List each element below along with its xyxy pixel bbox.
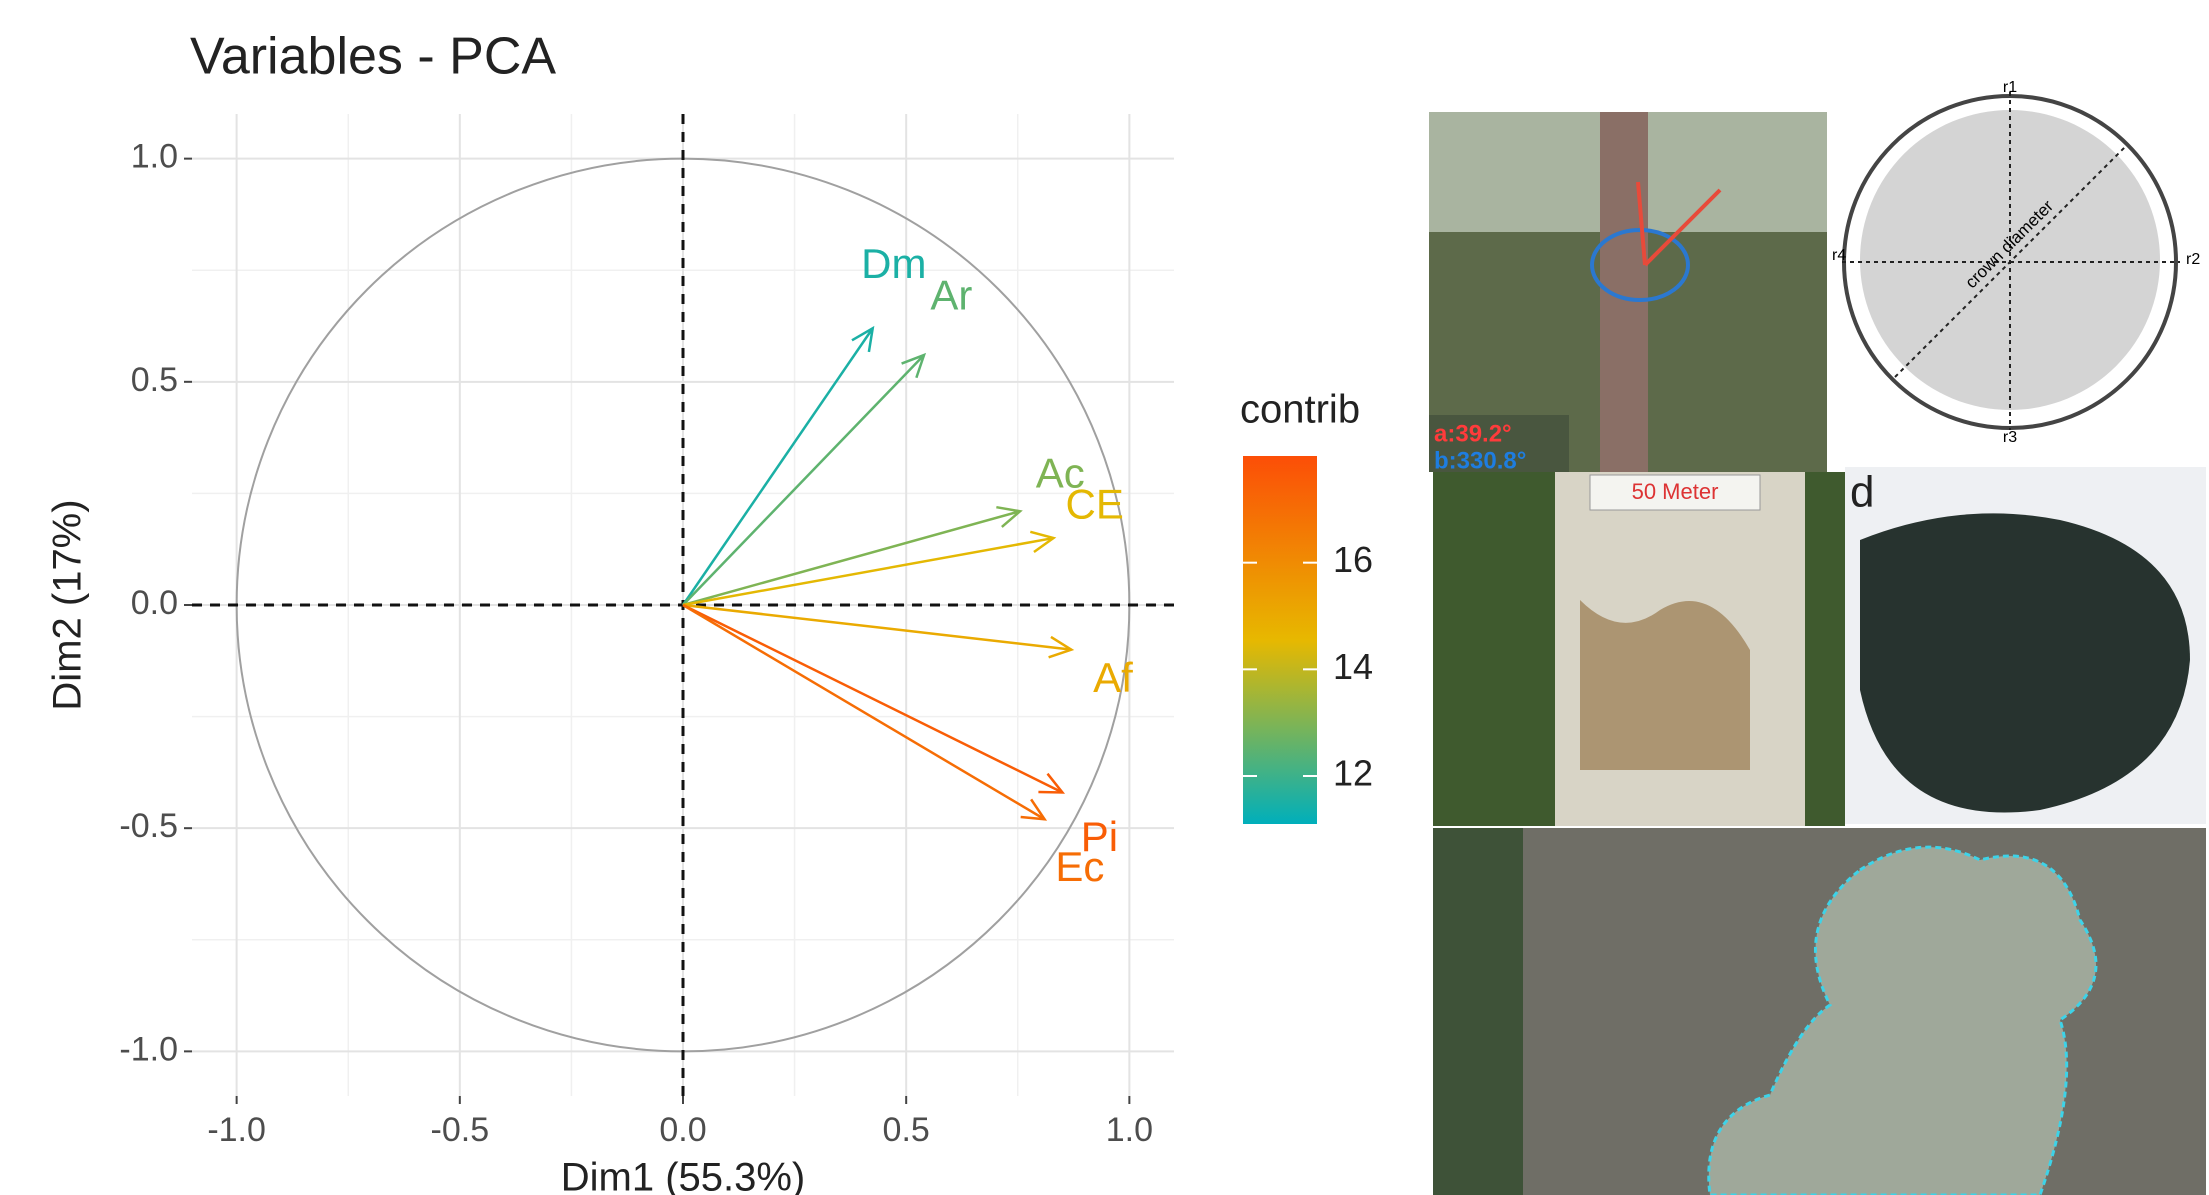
variable-label: CE	[1066, 481, 1124, 528]
variable-label: Ec	[1055, 843, 1104, 890]
crown-radius-label: r1	[2003, 79, 2017, 96]
colorbar-label: 14	[1333, 646, 1373, 687]
variable-label: Af	[1093, 654, 1133, 701]
y-tick-label: 0.0	[131, 584, 178, 622]
x-tick-label: -1.0	[207, 1111, 266, 1149]
x-axis-label: Dim1 (55.3%)	[561, 1156, 806, 1195]
y-axis-label: Dim2 (17%)	[46, 499, 90, 710]
y-tick-label: -0.5	[119, 807, 178, 845]
variable-label: Ar	[930, 272, 972, 319]
crown-diagram: r1 r2 r3 r4 crown diameter	[1830, 78, 2207, 460]
y-tick-label: -1.0	[119, 1030, 178, 1068]
y-tick-label: 1.0	[131, 138, 178, 176]
colorbar	[1243, 456, 1317, 824]
chart-title: Variables - PCA	[190, 28, 556, 86]
tape-label: 50 Meter	[1632, 479, 1719, 504]
angle-b-label: b:330.8°	[1434, 447, 1526, 474]
crown-radius-label: r2	[2186, 251, 2200, 268]
colorbar-label: 12	[1333, 753, 1373, 794]
crown-radius-label: r3	[2003, 429, 2017, 446]
panel-letter: d	[1850, 468, 1874, 517]
photo-leaf: d	[1845, 467, 2206, 824]
x-tick-label: 1.0	[1106, 1111, 1153, 1149]
x-tick-label: 0.0	[659, 1111, 706, 1149]
photo-tree-angle: a:39.2° b:330.8°	[1429, 112, 1827, 474]
variable-label: Dm	[861, 240, 926, 287]
page: Variables - PCA Dim1 (55.3%) Dim2 (17%) …	[0, 0, 2209, 1195]
colorbar-label: 16	[1333, 539, 1373, 580]
legend-title: contrib	[1240, 388, 1360, 432]
photo-lichen	[1433, 828, 2206, 1195]
y-tick-label: 0.5	[131, 361, 178, 399]
x-tick-label: 0.5	[883, 1111, 930, 1149]
photo-trunk-tape: 50 Meter	[1433, 472, 1845, 826]
x-tick-label: -0.5	[431, 1111, 490, 1149]
angle-a-label: a:39.2°	[1434, 420, 1512, 447]
crown-radius-label: r4	[1832, 247, 1846, 264]
